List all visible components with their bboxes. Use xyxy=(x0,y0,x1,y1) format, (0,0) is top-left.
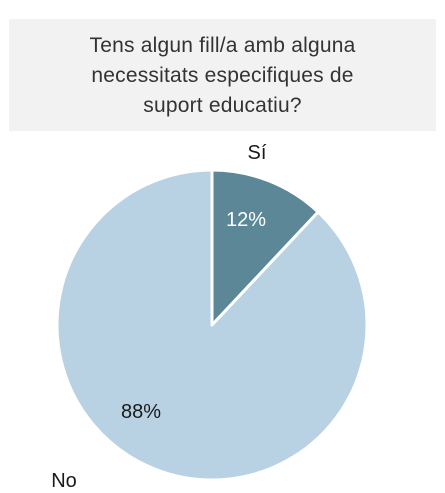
pie-slice-no xyxy=(55,168,369,482)
pie-labels: 12% Sí 88% No xyxy=(51,142,267,492)
slice-category-label: No xyxy=(51,470,77,492)
slice-category-label: Sí xyxy=(248,142,267,164)
pie-slice-si xyxy=(210,168,320,327)
chart-title-line-2: necessitats especifiques de xyxy=(91,64,354,87)
chart-title-line-1: Tens algun fill/a amb alguna xyxy=(89,34,356,57)
slice-percent-label: 88% xyxy=(121,401,161,423)
slice-percent-label: 12% xyxy=(226,209,266,231)
pie-slices xyxy=(55,168,369,482)
chart-title: Tens algun fill/a amb alguna necessitats… xyxy=(9,19,436,131)
chart-title-line-3: suport educatiu? xyxy=(143,94,302,117)
